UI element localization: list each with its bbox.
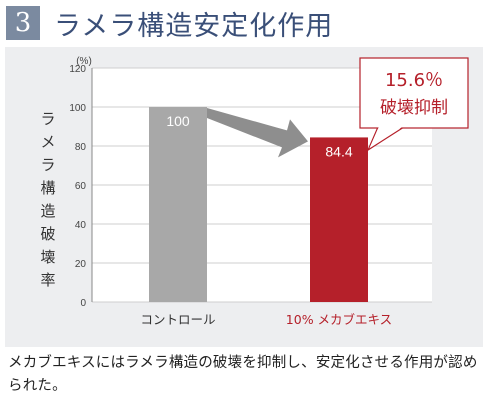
y-axis-label-char: 壊: [40, 248, 55, 266]
bar-value-label: 100: [166, 113, 190, 129]
x-category-label: コントロール: [140, 312, 215, 327]
bar-value-label: 84.4: [325, 143, 352, 159]
y-tick-label: 120: [69, 64, 86, 75]
y-axis-label-char: ラ: [40, 110, 55, 128]
chart-caption: メカブエキスにはラメラ構造の破壊を抑制し、安定化させる作用が認められた。: [8, 355, 478, 394]
bar: [310, 137, 368, 302]
y-tick-label: 80: [75, 142, 87, 153]
decrease-arrow: [207, 108, 308, 158]
callout-text: 破壊抑制: [380, 98, 448, 118]
y-unit-label: (%): [76, 56, 92, 67]
y-axis-label-char: 破: [40, 225, 55, 243]
y-tick-label: 0: [80, 298, 86, 309]
y-axis-label-char: ラ: [40, 156, 55, 174]
y-tick-label: 60: [75, 181, 87, 192]
y-axis-label-char: 造: [40, 202, 55, 220]
y-axis-label-char: メ: [40, 133, 55, 151]
callout-tail-cover: [370, 126, 403, 147]
y-axis-label-char: 構: [40, 179, 55, 197]
y-tick-label: 40: [75, 220, 87, 231]
callout-percent: 15.6％: [385, 70, 443, 91]
y-tick-label: 20: [75, 259, 87, 270]
section-title: ラメラ構造安定化作用: [54, 10, 334, 42]
section-header: 3 ラメラ構造安定化作用: [6, 4, 333, 42]
y-axis-label-char: 率: [40, 271, 55, 289]
x-category-label: 10% メカブエキス: [286, 312, 392, 327]
bar: [149, 107, 207, 302]
section-number-badge: 3: [6, 6, 40, 40]
callout-box: [359, 57, 469, 129]
y-tick-label: 100: [69, 103, 86, 114]
